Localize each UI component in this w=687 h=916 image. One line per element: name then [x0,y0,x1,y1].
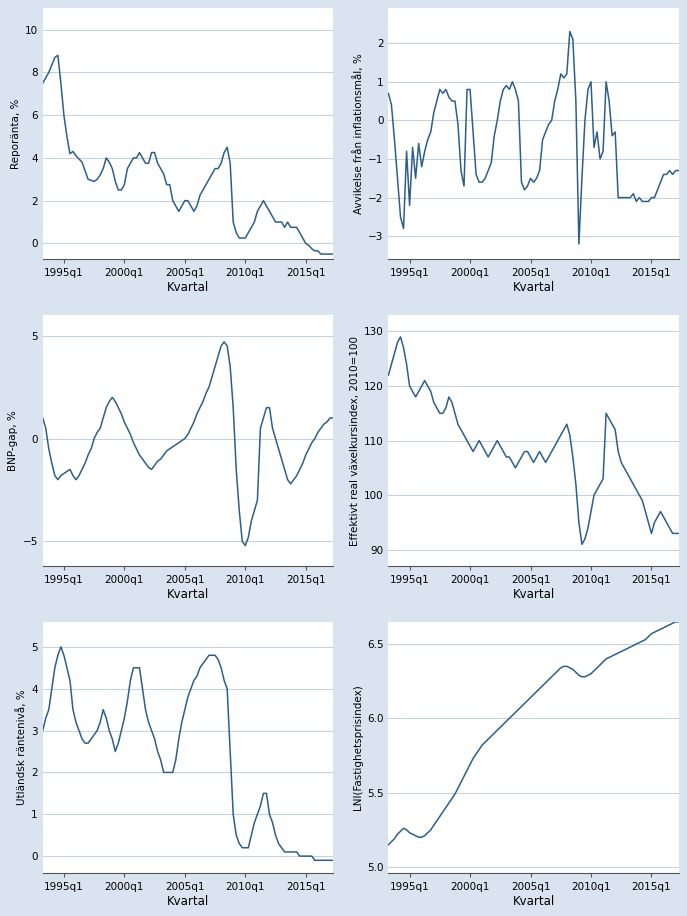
X-axis label: Kvartal: Kvartal [167,281,209,294]
Y-axis label: Effektivt real växelkursindex, 2010=100: Effektivt real växelkursindex, 2010=100 [350,335,360,546]
Y-axis label: Utländsk räntenivå, %: Utländsk räntenivå, % [16,690,27,805]
Y-axis label: Avvikelse från inflationsmål, %: Avvikelse från inflationsmål, % [353,53,364,214]
Y-axis label: LNI(Fastighetsprisindex): LNI(Fastighetsprisindex) [352,684,363,810]
Y-axis label: BNP-gap, %: BNP-gap, % [8,410,19,471]
X-axis label: Kvartal: Kvartal [513,588,554,601]
X-axis label: Kvartal: Kvartal [513,281,554,294]
X-axis label: Kvartal: Kvartal [167,588,209,601]
X-axis label: Kvartal: Kvartal [167,895,209,908]
Y-axis label: Reporänta, %: Reporänta, % [10,99,21,169]
X-axis label: Kvartal: Kvartal [513,895,554,908]
